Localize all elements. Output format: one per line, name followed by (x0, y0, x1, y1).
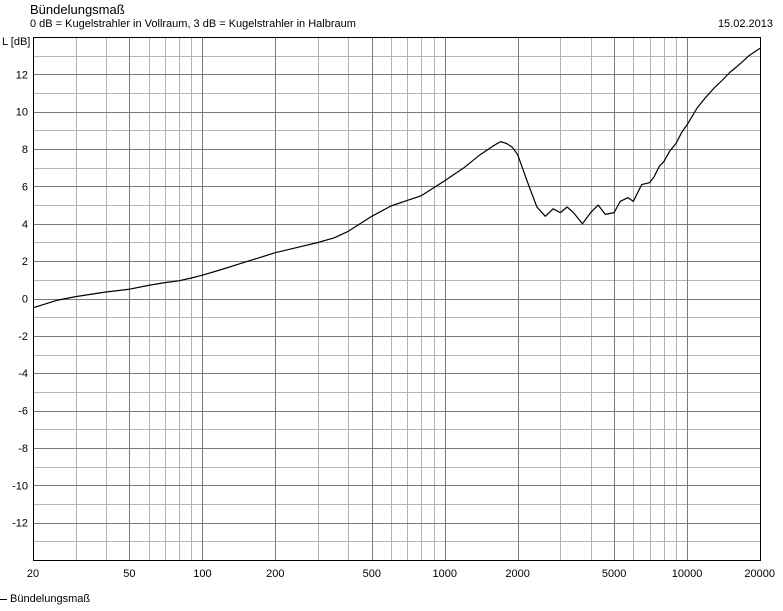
y-axis-title: L [dB] (2, 36, 30, 48)
legend-label: Bündelungsmaß (10, 593, 91, 605)
y-tick-label: -8 (18, 443, 28, 455)
grid (33, 37, 761, 561)
y-tick-label: 4 (22, 219, 28, 231)
x-axis: 20 50 100 200 500 1000 2000 5000 10000 20000 (27, 568, 775, 580)
chart-date: 15.02.2013 (717, 18, 773, 30)
x-tick-label: 10000 (672, 568, 703, 580)
y-tick-label: -2 (18, 331, 28, 343)
y-tick-label: 6 (22, 181, 28, 193)
series (32, 47, 761, 309)
y-tick-label: -4 (18, 368, 28, 380)
x-tick-label: 500 (363, 568, 381, 580)
chart-title: Bündelungsmaß (30, 2, 125, 17)
y-axis: 12 10 8 6 4 2 0 -2 -4 -6 -8 -10 -12 (12, 69, 28, 529)
y-tick-label: 12 (16, 69, 28, 81)
plot-frame (33, 37, 761, 561)
y-tick-label: -6 (18, 406, 28, 418)
y-tick-label: 10 (16, 107, 28, 119)
y-tick-label: 2 (22, 256, 28, 268)
y-tick-label: 8 (22, 144, 28, 156)
series-line (32, 47, 761, 309)
y-tick-label: 0 (22, 294, 28, 306)
x-tick-label: 200 (266, 568, 284, 580)
legend-swatch (0, 598, 7, 600)
x-tick-label: 50 (123, 568, 135, 580)
x-tick-label: 1000 (432, 568, 456, 580)
y-tick-label: -10 (12, 480, 28, 492)
x-tick-label: 5000 (602, 568, 626, 580)
legend: Bündelungsmaß (0, 593, 90, 605)
x-tick-label: 20 (27, 568, 39, 580)
x-tick-label: 100 (193, 568, 211, 580)
y-tick-label: -12 (12, 518, 28, 530)
x-tick-label: 20000 (744, 568, 775, 580)
chart-subtitle: 0 dB = Kugelstrahler in Vollraum, 3 dB =… (30, 18, 356, 30)
x-tick-label: 2000 (505, 568, 529, 580)
